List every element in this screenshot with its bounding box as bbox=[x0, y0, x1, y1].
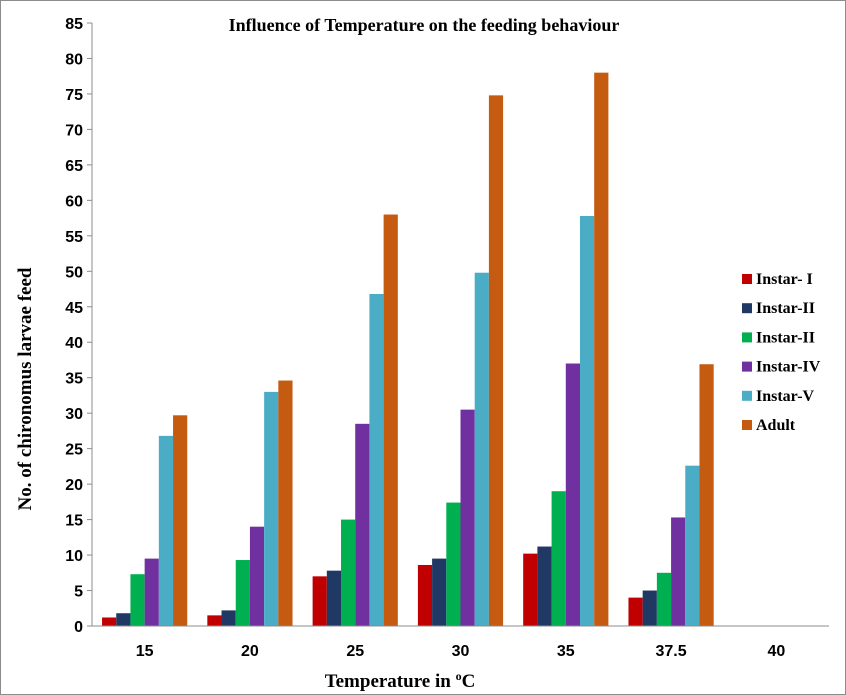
y-tick-label: 60 bbox=[65, 193, 83, 210]
bar bbox=[594, 72, 609, 627]
bar bbox=[685, 465, 700, 626]
bar bbox=[432, 558, 447, 626]
bar bbox=[537, 546, 552, 626]
bar bbox=[699, 364, 714, 626]
bar bbox=[417, 564, 433, 626]
x-axis-title-unit: C bbox=[462, 671, 476, 692]
bar bbox=[656, 572, 672, 626]
bar bbox=[671, 517, 686, 626]
y-axis-ticks: 0 5 10 15 20 25 30 35 40 45 50 55 60 65 70 75 80 85 bbox=[65, 16, 92, 636]
x-tick-label: 15 bbox=[136, 643, 154, 660]
y-tick-label: 50 bbox=[65, 264, 83, 281]
legend-swatch bbox=[742, 361, 752, 372]
bar bbox=[326, 570, 342, 626]
bar bbox=[642, 590, 657, 626]
chart-title: Influence of Temperature on the feeding … bbox=[229, 15, 620, 35]
bar bbox=[579, 215, 595, 626]
bar bbox=[460, 409, 475, 626]
x-axis-title-degree: o bbox=[456, 669, 462, 683]
y-axis-title: No. of chironomus larvae feed bbox=[15, 267, 36, 510]
x-tick-label: 37.5 bbox=[656, 643, 687, 660]
y-tick-label: 10 bbox=[65, 548, 83, 565]
y-tick-label: 75 bbox=[65, 87, 83, 104]
bar bbox=[446, 502, 461, 626]
bar bbox=[158, 435, 174, 626]
legend-swatch bbox=[742, 303, 752, 314]
bar bbox=[523, 553, 538, 626]
y-tick-label: 70 bbox=[65, 122, 83, 139]
bar bbox=[565, 363, 580, 626]
x-tick-label: 20 bbox=[241, 643, 259, 660]
y-tick-label: 55 bbox=[65, 229, 83, 246]
y-tick-label: 30 bbox=[65, 406, 83, 423]
legend-swatch bbox=[742, 390, 752, 401]
y-tick-label: 40 bbox=[65, 335, 83, 352]
bar bbox=[355, 423, 370, 626]
bar bbox=[474, 272, 489, 626]
legend-swatch bbox=[742, 332, 752, 343]
y-tick-label: 65 bbox=[65, 158, 83, 175]
bar bbox=[628, 597, 643, 626]
bar bbox=[130, 574, 145, 626]
x-axis-title: Temperature in oC bbox=[325, 669, 476, 692]
x-tick-label: 30 bbox=[452, 643, 470, 660]
bar bbox=[551, 491, 566, 626]
x-axis-title-main: Temperature in bbox=[325, 671, 456, 692]
legend-swatch bbox=[742, 420, 752, 430]
bar bbox=[264, 391, 279, 626]
y-tick-label: 45 bbox=[65, 300, 83, 317]
axes bbox=[91, 23, 829, 627]
y-tick-label: 20 bbox=[65, 477, 83, 494]
legend: Instar- I Instar-II Instar-II Instar-IV Inst… bbox=[742, 271, 821, 434]
bar bbox=[312, 576, 327, 626]
bar bbox=[173, 415, 188, 626]
bar bbox=[116, 613, 131, 626]
bar bbox=[341, 519, 356, 626]
bar bbox=[144, 558, 159, 626]
y-tick-label: 80 bbox=[65, 51, 83, 68]
bar bbox=[369, 293, 384, 626]
y-tick-label: 25 bbox=[65, 442, 83, 459]
bar bbox=[249, 526, 265, 626]
y-tick-label: 0 bbox=[74, 619, 83, 636]
legend-label: Instar-IV bbox=[756, 359, 821, 376]
legend-label: Instar-II bbox=[756, 329, 815, 346]
x-tick-label: 25 bbox=[346, 643, 364, 660]
y-tick-label: 85 bbox=[65, 16, 83, 33]
bar bbox=[383, 214, 398, 626]
legend-label: Instar- I bbox=[756, 271, 813, 288]
legend-label: Instar-II bbox=[756, 300, 815, 317]
legend-label: Adult bbox=[756, 417, 796, 434]
y-tick-label: 15 bbox=[65, 513, 83, 530]
x-tick-label: 35 bbox=[557, 643, 575, 660]
legend-label: Instar-V bbox=[756, 388, 815, 405]
bar bbox=[102, 617, 117, 626]
bar bbox=[207, 615, 222, 626]
bar bbox=[221, 610, 236, 626]
legend-swatch bbox=[742, 274, 752, 284]
bar bbox=[235, 560, 250, 626]
bar bbox=[278, 380, 293, 626]
y-tick-label: 35 bbox=[65, 371, 83, 388]
x-axis-ticks: 15 20 25 30 35 37.5 40 bbox=[136, 643, 786, 660]
bar-series bbox=[102, 72, 714, 627]
x-tick-label: 40 bbox=[767, 643, 785, 660]
bar bbox=[488, 95, 504, 627]
y-tick-label: 5 bbox=[74, 584, 83, 601]
